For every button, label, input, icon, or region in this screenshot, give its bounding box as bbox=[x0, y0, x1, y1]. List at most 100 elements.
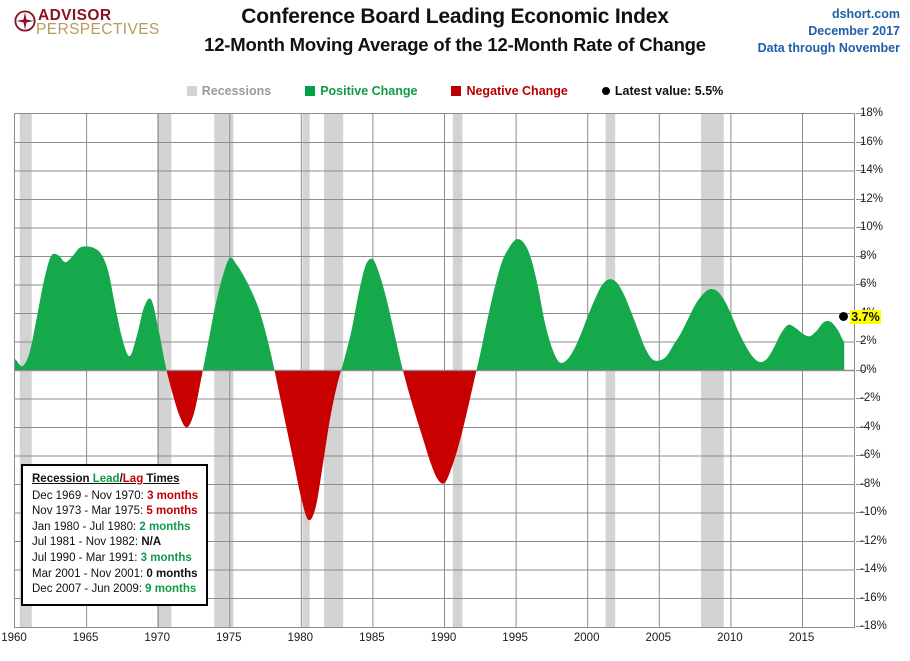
y-axis-tick bbox=[856, 597, 865, 599]
chart-legend: Recessions Positive Change Negative Chan… bbox=[0, 80, 910, 102]
source-date: December 2017 bbox=[808, 24, 900, 38]
x-axis-label: 1985 bbox=[359, 632, 385, 644]
y-axis-label: -10% bbox=[860, 506, 887, 518]
source-note: Data through November bbox=[757, 41, 900, 55]
recession-duration: 9 months bbox=[145, 583, 197, 596]
y-axis-label: -4% bbox=[860, 420, 881, 433]
x-axis-label: 1965 bbox=[72, 632, 99, 644]
y-axis-label: 10% bbox=[860, 221, 884, 233]
y-axis-label: -6% bbox=[860, 449, 881, 461]
y-axis-label: 16% bbox=[860, 135, 884, 148]
y-axis-label: 6% bbox=[860, 278, 877, 290]
recession-duration: 3 months bbox=[147, 489, 199, 502]
y-axis-tick bbox=[856, 255, 865, 257]
area-segment bbox=[341, 258, 403, 371]
x-axis-label: 2005 bbox=[645, 632, 672, 644]
positive-swatch-icon bbox=[305, 86, 316, 96]
compass-star-icon bbox=[14, 10, 36, 32]
y-axis-tick bbox=[856, 198, 865, 200]
y-axis-tick bbox=[856, 170, 865, 171]
y-axis-label: -18% bbox=[860, 620, 887, 632]
recession-period: Mar 2001 - Nov 2001: bbox=[32, 567, 147, 580]
recession-box-title-slash: / bbox=[119, 473, 123, 485]
recession-box-title-prefix: Recession bbox=[32, 473, 93, 485]
y-axis-tick bbox=[856, 426, 865, 428]
legend-label-positive: Positive Change bbox=[320, 84, 418, 98]
y-axis-tick bbox=[856, 569, 865, 570]
recession-box-title: Recession Lead/Lag Times bbox=[32, 472, 198, 488]
area-segment bbox=[476, 239, 845, 371]
legend-item-latest: Latest value: 5.5% bbox=[601, 84, 724, 98]
y-axis-tick bbox=[856, 141, 865, 143]
recession-period: Nov 1973 - Mar 1975: bbox=[32, 505, 147, 518]
y-axis-tick bbox=[856, 341, 865, 342]
source-block: dshort.com December 2017 Data through No… bbox=[758, 6, 900, 57]
legend-item-recessions: Recessions bbox=[186, 84, 271, 98]
positive-change-area bbox=[15, 239, 845, 371]
y-axis-tick bbox=[856, 227, 865, 228]
x-axis-label: 2010 bbox=[717, 632, 743, 644]
recession-duration: 2 months bbox=[139, 520, 191, 533]
y-axis-label: -16% bbox=[860, 591, 887, 604]
y-axis-tick bbox=[856, 512, 865, 513]
y-axis-label: 12% bbox=[860, 192, 884, 205]
y-axis-label: 2% bbox=[860, 335, 877, 347]
recession-swatch-icon bbox=[186, 86, 197, 96]
y-axis-label: -2% bbox=[860, 392, 881, 404]
recession-row: Dec 1969 - Nov 1970: 3 months bbox=[32, 489, 198, 505]
x-axis-label: 1980 bbox=[287, 632, 314, 644]
latest-dot-icon bbox=[601, 87, 610, 95]
chart-title: Conference Board Leading Economic Index bbox=[241, 5, 669, 28]
recession-duration: 5 months bbox=[146, 505, 198, 518]
title-block: Conference Board Leading Economic Index … bbox=[170, 4, 740, 58]
x-axis-label: 1970 bbox=[144, 632, 170, 644]
legend-item-negative: Negative Change bbox=[451, 84, 568, 98]
y-axis-label: 0% bbox=[860, 363, 877, 376]
recession-duration: 3 months bbox=[140, 551, 192, 564]
legend-item-positive: Positive Change bbox=[305, 84, 417, 98]
y-axis-tick bbox=[856, 455, 865, 456]
recession-period: Jul 1990 - Mar 1991: bbox=[32, 551, 141, 564]
latest-value-marker bbox=[838, 312, 848, 322]
area-segment bbox=[202, 257, 275, 371]
recession-period: Dec 1969 - Nov 1970: bbox=[32, 489, 148, 502]
y-axis-tick bbox=[856, 540, 865, 542]
recession-box-title-suffix: Times bbox=[143, 473, 180, 485]
recession-period: Jul 1981 - Nov 1982: bbox=[32, 536, 142, 549]
latest-value-callout: 3.7% bbox=[850, 309, 881, 324]
recession-row: Dec 2007 - Jun 2009: 9 months bbox=[32, 582, 198, 598]
x-axis-label: 1960 bbox=[1, 632, 27, 644]
legend-label-latest: Latest value: 5.5% bbox=[614, 84, 724, 98]
y-axis-label: 14% bbox=[860, 164, 884, 176]
chart-header: ADVISOR PERSPECTIVES Conference Board Le… bbox=[0, 0, 910, 108]
recession-row: Jul 1981 - Nov 1982: N/A bbox=[32, 535, 198, 551]
recession-row: Jan 1980 - Jul 1980: 2 months bbox=[32, 520, 198, 536]
x-axis-label: 1975 bbox=[216, 632, 242, 644]
area-segment bbox=[274, 370, 342, 521]
recession-lead-lag-box: Recession Lead/Lag Times Dec 1969 - Nov … bbox=[21, 464, 209, 606]
x-axis-label: 2000 bbox=[573, 632, 600, 644]
y-axis-tick bbox=[856, 284, 865, 285]
y-axis-label: -8% bbox=[860, 477, 881, 490]
logo-perspectives-text: PERSPECTIVES bbox=[36, 21, 160, 38]
x-axis-label: 1990 bbox=[430, 632, 457, 644]
recession-period: Jan 1980 - Jul 1980: bbox=[32, 520, 140, 533]
recession-box-title-lag: Lag bbox=[122, 473, 144, 485]
x-axis-label: 2015 bbox=[788, 632, 815, 644]
area-segment bbox=[403, 370, 477, 484]
y-axis-tick bbox=[856, 398, 865, 399]
logo-advisor-text: ADVISOR bbox=[38, 7, 112, 24]
recession-row: Jul 1990 - Mar 1991: 3 months bbox=[32, 551, 198, 567]
recession-row: Mar 2001 - Nov 2001: 0 months bbox=[32, 567, 198, 583]
brand-logo: ADVISOR PERSPECTIVES bbox=[14, 8, 194, 44]
negative-change-area bbox=[166, 370, 477, 521]
legend-label-negative: Negative Change bbox=[466, 84, 568, 98]
recession-period: Dec 2007 - Jun 2009: bbox=[32, 583, 146, 596]
source-site: dshort.com bbox=[831, 7, 900, 21]
y-axis-tick bbox=[856, 626, 865, 627]
recession-box-rows: Dec 1969 - Nov 1970: 3 months Nov 1973 - … bbox=[32, 489, 198, 598]
recession-duration: N/A bbox=[141, 536, 162, 549]
recession-duration: 0 months bbox=[146, 567, 198, 580]
recession-box-title-lead: Lead bbox=[92, 473, 120, 485]
y-axis-tick bbox=[856, 483, 865, 485]
